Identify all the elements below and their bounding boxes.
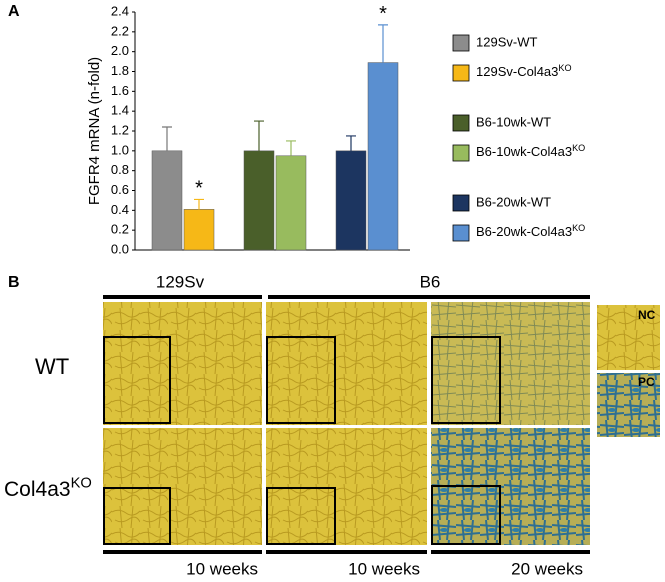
- footer-bar: [431, 550, 590, 554]
- control-micrograph: [597, 305, 660, 370]
- y-tick-label: 0.8: [111, 162, 129, 177]
- legend-label: 129Sv-WT: [476, 34, 537, 49]
- legend-swatch: [452, 114, 470, 132]
- inset: [431, 336, 501, 424]
- error-bar: [162, 126, 172, 151]
- y-tick-label: 1.2: [111, 122, 129, 137]
- y-tick-label: 1.8: [111, 63, 129, 78]
- footer-bar: [266, 550, 427, 554]
- y-tick-label: 1.4: [111, 103, 129, 118]
- legend-swatch: [452, 144, 470, 162]
- bar: [335, 150, 367, 251]
- legend-swatch: [452, 64, 470, 82]
- row-label: Col4a3KO: [4, 475, 92, 500]
- inset: [103, 487, 171, 545]
- bar: [275, 155, 307, 251]
- row-label: WT: [35, 354, 69, 379]
- significance-marker: *: [379, 3, 387, 25]
- significance-marker: *: [195, 178, 203, 200]
- control-micrograph: [597, 373, 660, 437]
- footer-bar: [103, 550, 262, 554]
- error-bar: [346, 135, 356, 151]
- panel-label: B: [8, 274, 20, 291]
- inset: [266, 336, 336, 424]
- y-tick-label: 2.4: [111, 3, 129, 18]
- control-label: NC: [638, 308, 656, 322]
- legend-label: 129Sv-Col4a3KO: [476, 63, 572, 79]
- inset: [103, 336, 171, 424]
- error-bar: [286, 140, 296, 156]
- inset: [431, 485, 501, 545]
- header-bar: [103, 295, 262, 299]
- bar: [367, 62, 399, 251]
- strain-label: 129Sv: [156, 272, 205, 291]
- legend-label: B6-10wk-Col4a3KO: [476, 143, 585, 159]
- panel-label: A: [8, 3, 20, 20]
- inset: [266, 487, 336, 545]
- y-tick-label: 0.4: [111, 202, 129, 217]
- header-bar: [268, 295, 590, 299]
- legend-label: B6-20wk-Col4a3KO: [476, 223, 585, 239]
- control-label: PC: [638, 375, 655, 389]
- y-tick-label: 1.0: [111, 142, 129, 157]
- error-bar: [254, 120, 264, 151]
- y-tick-label: 2.2: [111, 23, 129, 38]
- error-bar: [378, 24, 388, 63]
- legend-swatch: [452, 224, 470, 242]
- strain-label: B6: [420, 272, 441, 291]
- age-label: 10 weeks: [348, 559, 420, 578]
- legend-label: B6-10wk-WT: [476, 114, 551, 129]
- micrograph-grid: [103, 302, 660, 545]
- y-tick-label: 2.0: [111, 43, 129, 58]
- y-tick-label: 1.6: [111, 83, 129, 98]
- y-tick-label: 0.0: [111, 241, 129, 256]
- bar: [243, 150, 275, 251]
- age-label: 20 weeks: [511, 559, 583, 578]
- legend-label: B6-20wk-WT: [476, 194, 551, 209]
- y-axis-label: FGFR4 mRNA (n-fold): [86, 57, 103, 205]
- legend-swatch: [452, 194, 470, 212]
- bar: [151, 150, 183, 251]
- error-bar: [194, 198, 204, 210]
- bar: [183, 209, 215, 251]
- y-tick-label: 0.6: [111, 182, 129, 197]
- age-label: 10 weeks: [186, 559, 258, 578]
- legend-swatch: [452, 34, 470, 52]
- y-tick-label: 0.2: [111, 222, 129, 237]
